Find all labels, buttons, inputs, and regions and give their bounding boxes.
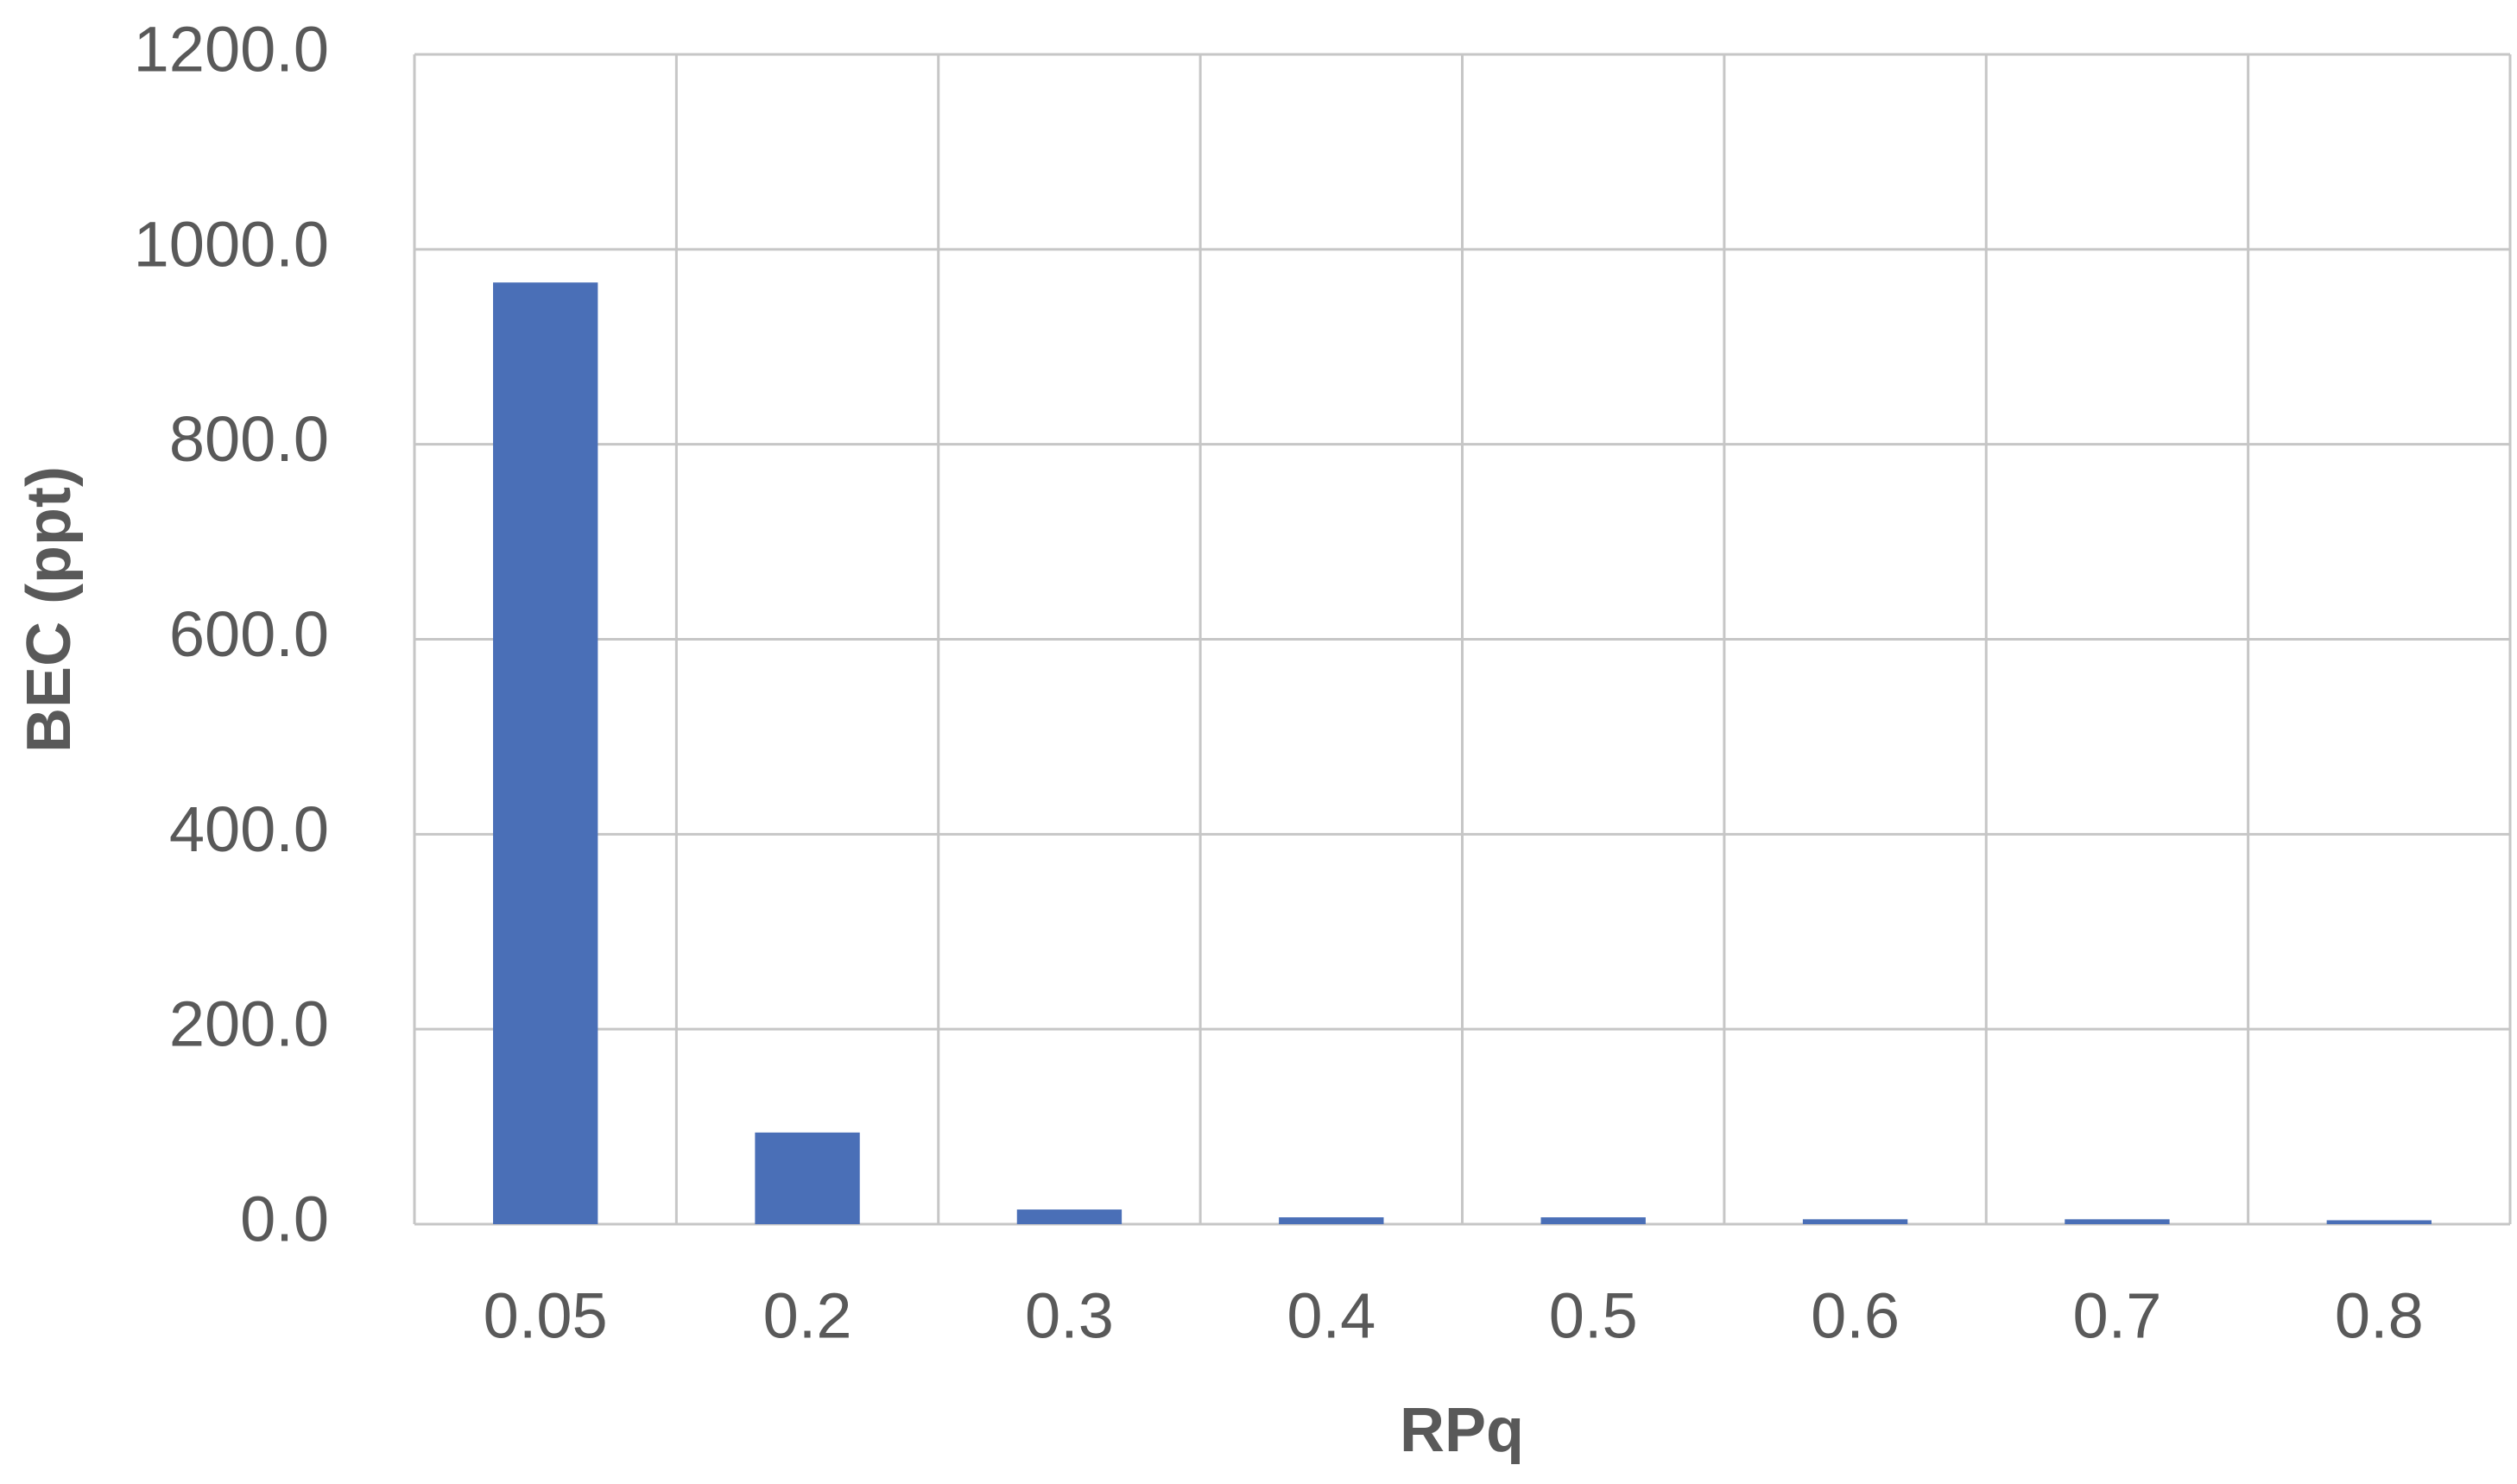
x-tick-label: 0.05 — [484, 1280, 608, 1352]
bar — [493, 282, 598, 1225]
x-tick-label: 0.4 — [1287, 1280, 1375, 1352]
x-tick-label: 0.8 — [2335, 1280, 2424, 1352]
y-tick-label: 800.0 — [169, 403, 329, 475]
x-axis-title: RPq — [1400, 1396, 1524, 1465]
x-tick-label: 0.2 — [763, 1280, 852, 1352]
y-tick-label: 1000.0 — [134, 208, 329, 280]
bar — [2326, 1220, 2432, 1224]
y-tick-label: 400.0 — [169, 793, 329, 865]
y-tick-label: 200.0 — [169, 988, 329, 1060]
bar — [1016, 1209, 1123, 1224]
x-tick-label: 0.3 — [1025, 1280, 1114, 1352]
y-tick-label: 0.0 — [240, 1184, 329, 1255]
y-tick-label: 1200.0 — [134, 14, 329, 85]
y-tick-label: 600.0 — [169, 598, 329, 670]
bar — [1802, 1219, 1908, 1224]
x-tick-label: 0.7 — [2073, 1280, 2162, 1352]
x-tick-label: 0.5 — [1549, 1280, 1638, 1352]
y-axis-title: BEC (ppt) — [15, 466, 84, 753]
bar — [755, 1132, 860, 1224]
bar — [1540, 1217, 1646, 1224]
x-tick-label: 0.6 — [1811, 1280, 1900, 1352]
bar — [1279, 1217, 1384, 1224]
bar — [2065, 1219, 2170, 1224]
